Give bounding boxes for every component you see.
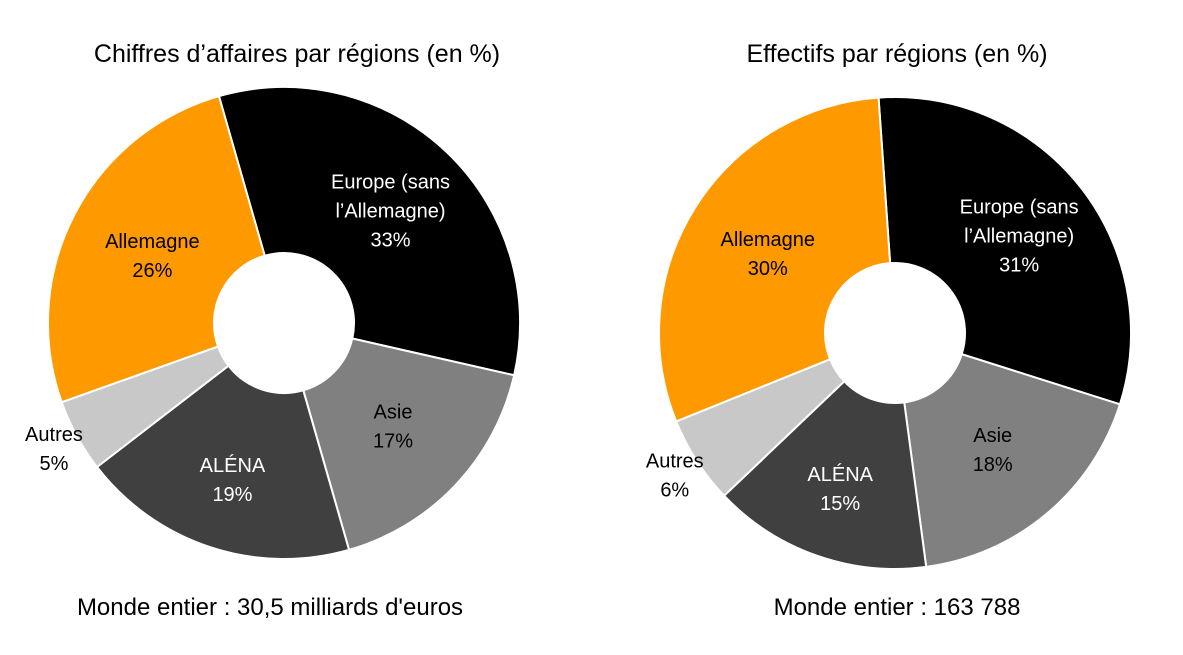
headcount-chart-footer: Monde entier : 163 788 [774, 594, 1021, 621]
slice-label-alena: ALÉNA 15% [807, 463, 873, 515]
slice-allemagne [658, 96, 892, 423]
slice-label-alena: ALÉNA 19% [200, 454, 266, 506]
slice-asie [302, 337, 516, 552]
slice-alena [95, 364, 351, 560]
slice-label-europe-sans: Europe (sans l’Allemagne) 31% [960, 196, 1079, 276]
slice-allemagne [47, 94, 266, 404]
headcount-chart-title: Effectifs par régions (en %) [746, 40, 1047, 68]
slice-label-asie: Asie 18% [973, 425, 1013, 476]
slice-asie [903, 352, 1122, 569]
slice-alena [722, 379, 928, 570]
headcount-by-region-chart: Effectifs par régions (en %) Europe (san… [646, 40, 1132, 621]
headcount-donut: Europe (sans l’Allemagne) 31% Asie 18% ALÉNA 1… [646, 96, 1132, 570]
revenue-chart-footer: Monde entier : 30,5 milliards d'euros [77, 594, 463, 621]
slice-label-autres: Autres 5% [25, 424, 83, 475]
slice-europe-sans [217, 86, 521, 377]
revenue-by-region-chart: Chiffres d’affaires par régions (en %) E… [25, 40, 521, 621]
slice-label-allemagne: Allemagne 26% [105, 231, 200, 282]
slice-label-asie: Asie 17% [373, 402, 413, 453]
slice-label-autres: Autres 6% [646, 450, 704, 501]
slice-europe-sans [877, 96, 1132, 406]
slice-label-allemagne: Allemagne 30% [721, 229, 816, 280]
revenue-donut: Europe (sans l’Allemagne) 33% Asie 17% ALÉNA 1… [25, 86, 521, 560]
revenue-chart-title: Chiffres d’affaires par régions (en %) [94, 40, 500, 68]
slice-label-europe-sans: Europe (sans l’Allemagne) 33% [331, 171, 450, 251]
